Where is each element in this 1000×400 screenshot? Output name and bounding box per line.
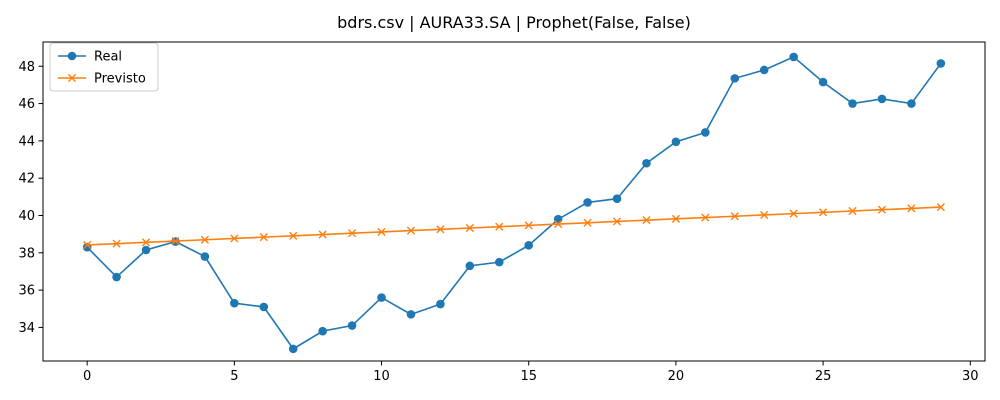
x-tick-label: 10 <box>373 369 390 384</box>
data-point-real <box>818 77 828 87</box>
data-point-real <box>759 65 769 75</box>
series-line-previsto <box>87 206 941 246</box>
data-point-real <box>318 326 327 336</box>
data-point-previsto <box>877 205 887 214</box>
x-tick-label: 30 <box>962 369 979 384</box>
data-point-real <box>671 137 681 147</box>
series-line-real <box>86 55 942 350</box>
data-point-previsto <box>230 234 239 243</box>
data-point-real <box>377 293 386 302</box>
data-point-real <box>524 241 534 250</box>
y-tick-label: 36 <box>18 284 35 299</box>
y-tick-label: 34 <box>18 321 35 336</box>
data-point-real <box>553 214 563 224</box>
data-point-previsto <box>83 240 92 250</box>
legend: Real Previsto <box>49 42 159 92</box>
data-point-previsto <box>495 222 504 231</box>
y-tick-label: 48 <box>18 60 35 75</box>
data-point-previsto <box>200 235 210 244</box>
data-point-previsto <box>318 230 327 239</box>
data-point-previsto <box>347 229 357 238</box>
data-point-real <box>936 59 946 68</box>
axes-frame <box>42 41 986 362</box>
axes: 0 5 10 15 20 25 30 34 36 38 40 42 44 46 48 <box>18 41 986 384</box>
data-point-real <box>288 344 298 354</box>
data-point-previsto <box>289 231 298 240</box>
data-point-previsto <box>730 212 739 221</box>
legend-marker-real <box>67 51 77 61</box>
data-point-real <box>583 198 592 207</box>
data-point-previsto <box>406 226 416 235</box>
data-point-previsto <box>554 219 563 229</box>
y-tick-label: 38 <box>18 246 35 261</box>
data-point-real <box>730 74 740 83</box>
data-point-previsto <box>259 233 268 242</box>
data-point-previsto <box>612 217 622 226</box>
data-point-real <box>877 94 887 104</box>
data-point-real <box>200 252 210 261</box>
data-point-real <box>848 99 857 108</box>
series-real <box>82 52 946 354</box>
legend-marker-previsto <box>67 73 77 83</box>
data-point-real <box>642 158 651 168</box>
x-tick-label: 0 <box>83 369 91 384</box>
data-point-real <box>112 272 121 282</box>
x-tick-label: 20 <box>668 369 685 384</box>
data-point-previsto <box>848 206 857 216</box>
series-previsto <box>83 203 945 250</box>
data-point-real <box>406 310 416 319</box>
data-point-previsto <box>465 223 474 233</box>
data-point-previsto <box>171 236 180 246</box>
data-point-previsto <box>583 218 592 227</box>
legend-label-previsto: Previsto <box>94 72 146 87</box>
data-point-real <box>141 245 151 255</box>
data-point-previsto <box>112 239 121 248</box>
data-point-real <box>789 52 798 62</box>
x-tick-label: 15 <box>520 369 537 384</box>
data-point-previsto <box>936 203 945 212</box>
data-point-real <box>907 99 916 108</box>
data-point-previsto <box>436 225 445 234</box>
chart-title: bdrs.csv | AURA33.SA | Prophet(False, Fa… <box>337 13 691 32</box>
data-point-previsto <box>701 213 710 222</box>
x-tick-label: 25 <box>815 369 832 384</box>
data-point-previsto <box>789 209 798 218</box>
y-tick-label: 42 <box>18 172 35 187</box>
data-point-real <box>465 261 475 271</box>
data-point-previsto <box>818 208 828 217</box>
data-point-previsto <box>907 204 916 213</box>
data-point-previsto <box>671 214 681 223</box>
legend-label-real: Real <box>94 50 122 65</box>
data-point-previsto <box>141 238 151 247</box>
data-point-previsto <box>377 227 386 237</box>
data-point-previsto <box>642 216 651 225</box>
data-point-real <box>612 194 622 204</box>
plot-area <box>82 52 946 354</box>
data-point-real <box>230 298 239 308</box>
data-point-previsto <box>760 210 769 220</box>
y-tick-label: 44 <box>18 134 35 149</box>
y-tick-label: 40 <box>18 209 35 224</box>
x-tick-label: 5 <box>230 369 238 384</box>
data-point-real <box>347 321 357 330</box>
legend-box <box>49 42 159 92</box>
data-point-real <box>494 257 504 267</box>
data-point-real <box>259 302 269 312</box>
data-point-previsto <box>524 221 533 230</box>
y-tick-label: 46 <box>18 97 35 112</box>
data-point-real <box>701 128 710 137</box>
data-point-real <box>436 299 445 309</box>
